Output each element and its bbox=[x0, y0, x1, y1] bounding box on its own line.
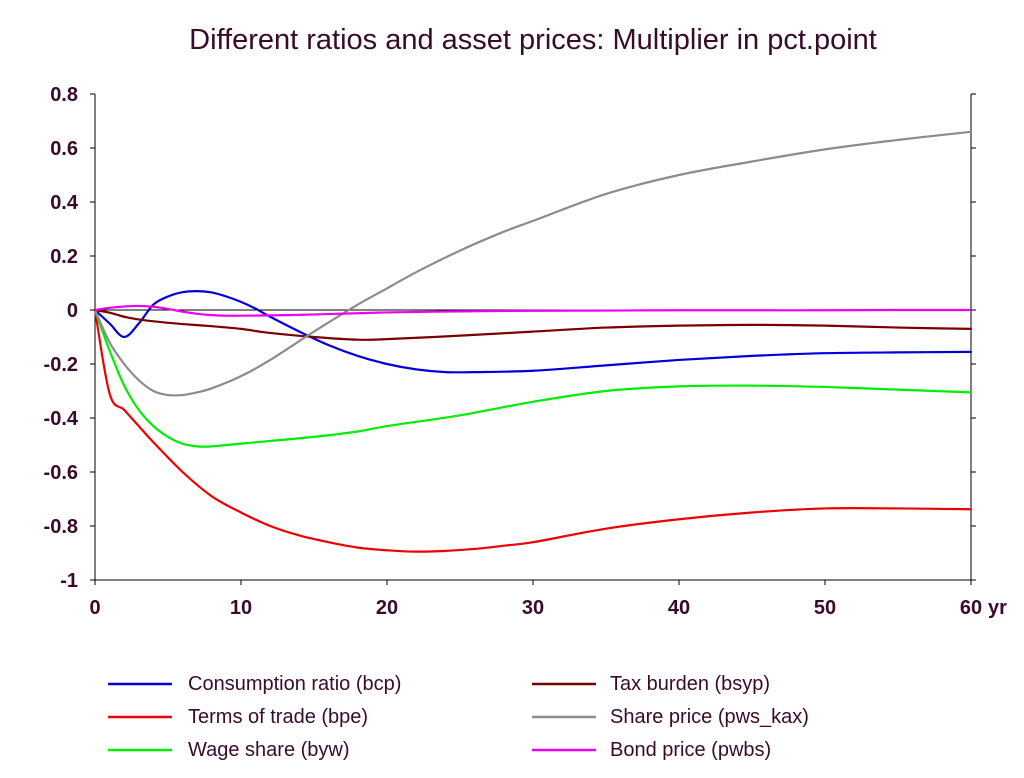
legend-label: Wage share (byw) bbox=[188, 739, 350, 761]
series-line bbox=[93, 304, 973, 317]
legend-label: Terms of trade (bpe) bbox=[188, 706, 368, 728]
legend-label: Consumption ratio (bcp) bbox=[188, 673, 401, 695]
y-tick-label: -1 bbox=[60, 570, 78, 592]
legend-label: Bond price (pwbs) bbox=[610, 739, 771, 761]
series-layer bbox=[93, 130, 973, 553]
y-tick-label: 0 bbox=[67, 300, 78, 322]
series-line bbox=[93, 308, 973, 553]
y-tick-label: 0.8 bbox=[50, 84, 78, 106]
y-tick-label: -0.4 bbox=[44, 408, 79, 430]
series-line bbox=[93, 308, 973, 341]
x-axis: 0 10 20 30 40 50 60 yr bbox=[89, 580, 1007, 619]
x-tick-label: 30 bbox=[522, 597, 544, 619]
y-tick-label: 0.6 bbox=[50, 138, 78, 160]
x-tick-label: 10 bbox=[230, 597, 252, 619]
y-tick-label: -0.8 bbox=[44, 516, 78, 538]
legend: Consumption ratio (bcp) Terms of trade (b… bbox=[108, 673, 809, 761]
x-tick-label: 60 bbox=[960, 597, 982, 619]
y-tick-label: 0.2 bbox=[50, 246, 78, 268]
x-tick-label: 50 bbox=[814, 597, 836, 619]
series-line bbox=[93, 308, 973, 448]
x-tick-label: 20 bbox=[376, 597, 398, 619]
y-tick-label: -0.6 bbox=[44, 462, 78, 484]
legend-label: Share price (pws_kax) bbox=[610, 706, 809, 728]
y-tick-label: 0.4 bbox=[50, 192, 79, 214]
plot-area bbox=[94, 94, 972, 581]
x-tick-label: 0 bbox=[89, 597, 100, 619]
y-tick-label: -0.2 bbox=[44, 354, 78, 376]
x-tick-label: 40 bbox=[668, 597, 690, 619]
chart-title: Different ratios and asset prices: Multi… bbox=[189, 24, 877, 56]
x-axis-unit-label: yr bbox=[988, 597, 1007, 619]
legend-label: Tax burden (bsyp) bbox=[610, 673, 770, 695]
series-line bbox=[93, 130, 973, 397]
y-axis: 0.8 0.6 0.4 0.2 0 -0.2 -0.4 -0.6 -0.8 -1 bbox=[44, 84, 976, 592]
